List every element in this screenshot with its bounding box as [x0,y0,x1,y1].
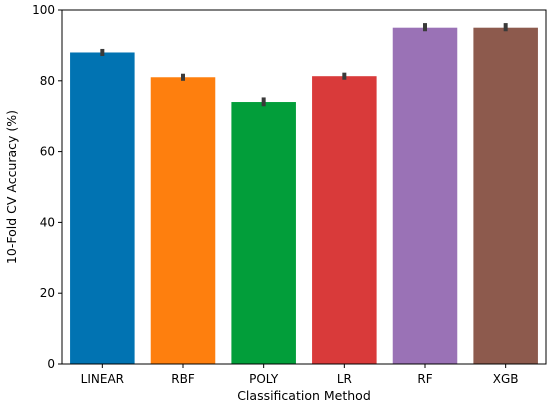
x-axis-label: Classification Method [237,388,371,403]
y-tick-label: 80 [40,74,55,88]
y-axis: 0 20 40 60 80 100 [32,3,62,371]
x-tick-label: POLY [249,372,279,386]
bar-rf [392,27,458,364]
bar-poly [231,102,296,364]
bars-group [70,27,538,364]
y-tick-label: 20 [40,286,55,300]
y-tick-label: 0 [47,357,55,371]
x-tick-label: XGB [493,372,519,386]
bar-rbf [150,77,216,364]
y-tick-label: 40 [40,215,55,229]
plot-frame [61,9,547,365]
y-tick-label: 100 [32,3,55,17]
bar-xgb [473,27,538,364]
x-tick-label: LR [337,372,352,386]
x-tick-label: LINEAR [81,372,124,386]
bar-linear [70,52,135,364]
y-tick-label: 60 [40,145,55,159]
x-tick-label: RF [417,372,432,386]
x-axis: LINEAR RBF POLY LR RF XGB [81,364,519,386]
x-tick-label: RBF [171,372,195,386]
error-bars-group [100,23,508,107]
y-axis-label: 10-Fold CV Accuracy (%) [4,110,19,264]
bar-lr [312,76,377,364]
